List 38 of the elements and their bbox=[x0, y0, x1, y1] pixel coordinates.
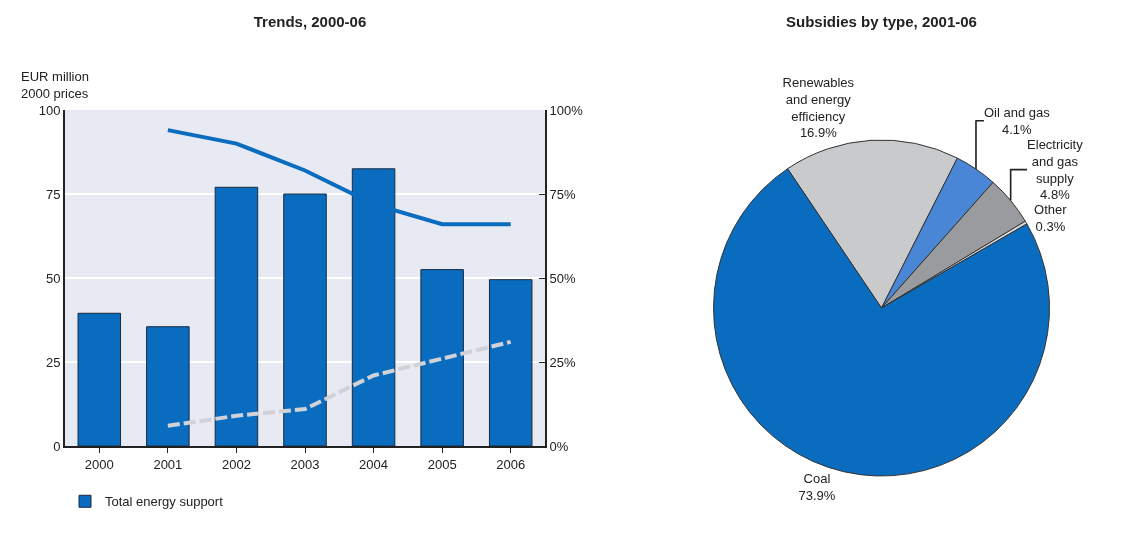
y-tick-label: 50 bbox=[45, 270, 61, 286]
slice-label: Coal bbox=[803, 470, 831, 486]
x-tick-label: 2002 bbox=[221, 456, 251, 472]
chart-title: Subsidies by type, 2001-06 bbox=[786, 12, 977, 30]
legend-label: Total energy support bbox=[105, 494, 224, 510]
data-label: 4.1% bbox=[1002, 121, 1033, 137]
y-tick-label: 75 bbox=[45, 186, 61, 202]
slice-label: Oil and gas bbox=[983, 104, 1051, 120]
chart-title: Trends, 2000-06 bbox=[253, 12, 367, 30]
slice-label: Other bbox=[1034, 202, 1068, 218]
slice-label: Electricity and gas supply bbox=[1027, 136, 1084, 186]
y2-tick-label: 75% bbox=[549, 186, 577, 202]
y-tick-label: 100 bbox=[38, 102, 61, 118]
y-tick-label: 0 bbox=[53, 438, 61, 454]
bar bbox=[146, 326, 190, 446]
x-tick-label: 2005 bbox=[427, 456, 457, 472]
x-tick-label: 2004 bbox=[359, 456, 389, 472]
y-axis-title: EUR million 2000 prices bbox=[21, 69, 89, 101]
data-label: 4.8% bbox=[1040, 187, 1071, 203]
x-tick-label: 2000 bbox=[84, 456, 114, 472]
data-label: 73.9% bbox=[798, 487, 836, 503]
data-label: 0.3% bbox=[1035, 219, 1066, 235]
y-tick-label: 25 bbox=[45, 354, 61, 370]
bar bbox=[77, 312, 122, 446]
bar bbox=[283, 193, 327, 446]
bar bbox=[214, 186, 259, 446]
bar bbox=[420, 269, 464, 446]
y2-tick-label: 25% bbox=[549, 354, 577, 370]
y2-tick-label: 0% bbox=[549, 438, 569, 454]
line-series bbox=[165, 339, 513, 428]
y2-tick-label: 50% bbox=[549, 270, 577, 286]
bar bbox=[488, 279, 533, 446]
x-tick-label: 2003 bbox=[290, 456, 320, 472]
x-tick-label: 2006 bbox=[496, 456, 526, 472]
y2-tick-label: 100% bbox=[549, 102, 584, 118]
data-label: 16.9% bbox=[799, 125, 838, 141]
slice-label: Renewables and energy efficiency bbox=[782, 74, 855, 124]
x-tick-label: 2001 bbox=[153, 456, 183, 472]
